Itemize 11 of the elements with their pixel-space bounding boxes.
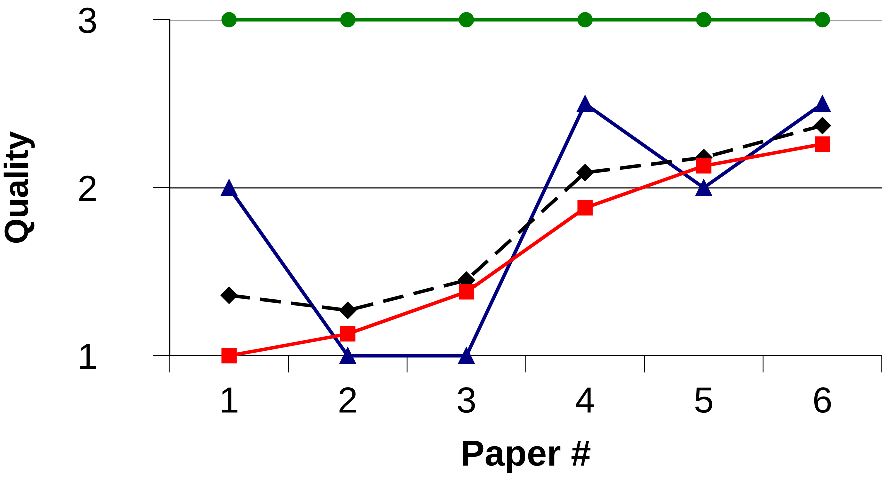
y-tick-label: 2 bbox=[80, 176, 96, 202]
y-tick-label: 1 bbox=[80, 344, 96, 370]
x-tick-label: 1 bbox=[222, 388, 238, 413]
y-tick-label: 3 bbox=[79, 8, 96, 34]
x-tick-label: 4 bbox=[576, 388, 594, 413]
x-tick-label: 5 bbox=[695, 388, 713, 414]
x-tick-label: 3 bbox=[458, 388, 476, 414]
x-tick-label: 2 bbox=[340, 388, 356, 413]
x-axis-title: Paper # bbox=[463, 440, 591, 474]
y-axis-title: Quality bbox=[4, 132, 35, 244]
x-tick-label: 6 bbox=[814, 388, 832, 414]
